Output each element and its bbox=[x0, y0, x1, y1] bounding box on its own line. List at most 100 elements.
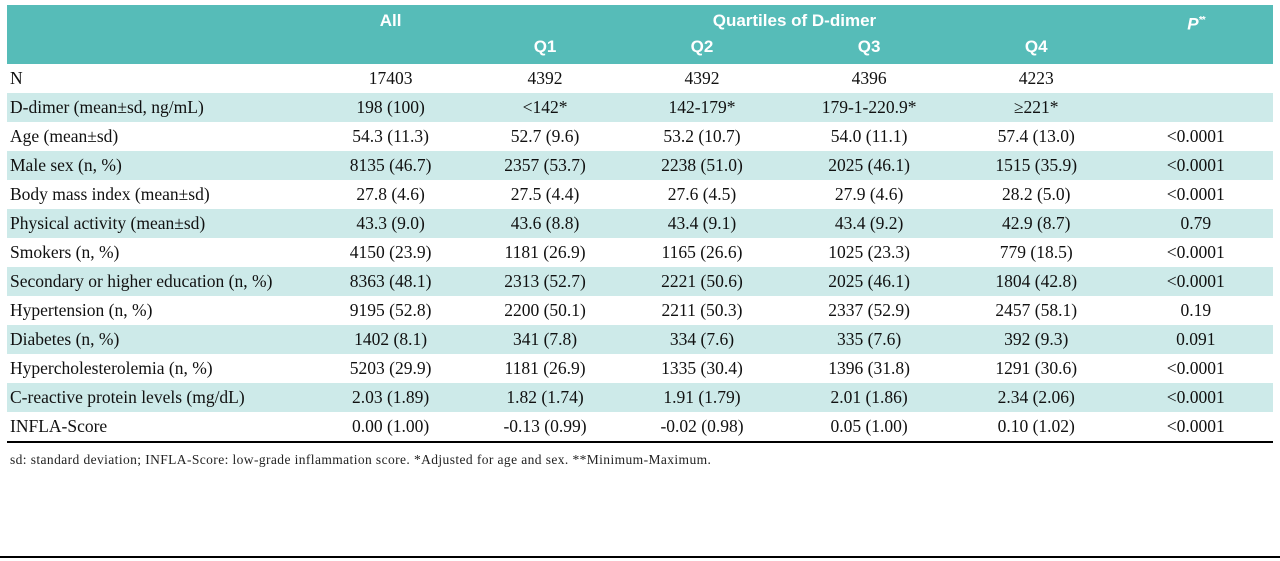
header-p-value: P** bbox=[1118, 5, 1273, 64]
value-cell-q4: 779 (18.5) bbox=[999, 242, 1073, 262]
table-footnote: sd: standard deviation; INFLA-Score: low… bbox=[10, 452, 712, 467]
table-row: Age (mean±sd) 54.3 (11.3) 52.7 (9.6) 53.2 (… bbox=[7, 122, 1273, 151]
value-cell-all: 9195 (52.8) bbox=[349, 300, 432, 320]
p-value-cell: <0.0001 bbox=[1118, 383, 1273, 412]
value-cell-q4: 2457 (58.1) bbox=[995, 300, 1078, 320]
value-cell-all: 5203 (29.9) bbox=[349, 358, 432, 378]
value-cell-all: 2.03 (1.89) bbox=[310, 383, 471, 412]
value-cell-q4: 0.10 (1.02) bbox=[953, 412, 1119, 443]
p-value-cell bbox=[1118, 93, 1273, 122]
value-cell-q3: 2.01 (1.86) bbox=[784, 383, 954, 412]
value-cell-q3: 1025 (23.3) bbox=[828, 242, 910, 262]
p-value-cell: 0.091 bbox=[1118, 325, 1273, 354]
value-cell-all: 4150 (23.9) bbox=[349, 242, 432, 262]
header-empty-label-col bbox=[7, 5, 311, 64]
value-cell-q2: 2238 (51.0) bbox=[619, 151, 785, 180]
value-cell-q2: 1.91 (1.79) bbox=[619, 383, 785, 412]
value-cell-q1: 1181 (26.9) bbox=[504, 358, 586, 378]
value-cell-q2: 2211 (50.3) bbox=[661, 300, 743, 320]
value-cell-q2: 53.2 (10.7) bbox=[663, 126, 741, 146]
p-value-cell: 0.19 bbox=[1180, 300, 1212, 320]
value-cell-q3: 2337 (52.9) bbox=[828, 300, 910, 320]
value-cell-q3: 0.05 (1.00) bbox=[784, 412, 954, 443]
value-cell-all: 198 (100) bbox=[310, 93, 471, 122]
table-row: INFLA-Score 0.00 (1.00) -0.13 (0.99) -0.02 … bbox=[7, 412, 1273, 443]
bottom-rule bbox=[0, 556, 1280, 558]
table-row: Hypercholesterolemia (n, %) 5203 (29.9) 11… bbox=[7, 354, 1273, 383]
table-header: All Quartiles of D-dimer P** Q1 Q2 Q3 Q4 bbox=[7, 5, 1273, 64]
value-cell-q2: 142-179* bbox=[619, 93, 785, 122]
row-label: Body mass index (mean±sd) bbox=[10, 184, 210, 204]
value-cell-q4: 28.2 (5.0) bbox=[1001, 184, 1071, 204]
value-cell-all: 0.00 (1.00) bbox=[310, 412, 471, 443]
row-label: Smokers (n, %) bbox=[10, 242, 120, 262]
row-label: Physical activity (mean±sd) bbox=[7, 209, 311, 238]
table-row: Smokers (n, %) 4150 (23.9) 1181 (26.9) 1165… bbox=[7, 238, 1273, 267]
table-row: Hypertension (n, %) 9195 (52.8) 2200 (50.1… bbox=[7, 296, 1273, 325]
header-row-main: All Quartiles of D-dimer P** bbox=[7, 5, 1273, 64]
row-label: Hypertension (n, %) bbox=[10, 300, 153, 320]
p-value-cell: <0.0001 bbox=[1166, 242, 1225, 262]
value-cell-q2: 2221 (50.6) bbox=[619, 267, 785, 296]
value-cell-q4: ≥221* bbox=[953, 93, 1119, 122]
value-cell-q3: 43.4 (9.2) bbox=[784, 209, 954, 238]
table-row: Body mass index (mean±sd) 27.8 (4.6) 27.5 … bbox=[7, 180, 1273, 209]
value-cell-q2: 27.6 (4.5) bbox=[667, 184, 737, 204]
value-cell-q1: 341 (7.8) bbox=[470, 325, 620, 354]
header-q2: Q2 bbox=[619, 35, 785, 64]
value-cell-q3: 335 (7.6) bbox=[784, 325, 954, 354]
value-cell-all: 43.3 (9.0) bbox=[310, 209, 471, 238]
p-value-cell: 0.79 bbox=[1118, 209, 1273, 238]
value-cell-q4: 1515 (35.9) bbox=[953, 151, 1119, 180]
value-cell-q1: 1.82 (1.74) bbox=[470, 383, 620, 412]
value-cell-q1: 52.7 (9.6) bbox=[510, 126, 580, 146]
table-row: N 17403 4392 4392 4396 4223 bbox=[7, 64, 1273, 93]
table-row: D-dimer (mean±sd, ng/mL) 198 (100) <142* 14… bbox=[7, 93, 1273, 122]
p-value-cell: <0.0001 bbox=[1118, 267, 1273, 296]
header-all: All bbox=[310, 5, 471, 64]
row-label: Secondary or higher education (n, %) bbox=[7, 267, 311, 296]
value-cell-q1: 43.6 (8.8) bbox=[470, 209, 620, 238]
row-label: C-reactive protein levels (mg/dL) bbox=[7, 383, 311, 412]
value-cell-all: 17403 bbox=[368, 68, 413, 88]
value-cell-q2: 1165 (26.6) bbox=[661, 242, 743, 262]
value-cell-q3: 1396 (31.8) bbox=[828, 358, 910, 378]
value-cell-q1: 27.5 (4.4) bbox=[510, 184, 580, 204]
header-q1: Q1 bbox=[470, 35, 620, 64]
table-row: C-reactive protein levels (mg/dL) 2.03 (1… bbox=[7, 383, 1273, 412]
value-cell-q3: 2025 (46.1) bbox=[784, 267, 954, 296]
table-row: Diabetes (n, %) 1402 (8.1) 341 (7.8) 334 (7… bbox=[7, 325, 1273, 354]
row-label: Age (mean±sd) bbox=[10, 126, 119, 146]
value-cell-q1: 2357 (53.7) bbox=[470, 151, 620, 180]
value-cell-q4: 42.9 (8.7) bbox=[953, 209, 1119, 238]
value-cell-q4: 392 (9.3) bbox=[953, 325, 1119, 354]
row-label: INFLA-Score bbox=[7, 412, 311, 443]
value-cell-q3: 4396 bbox=[851, 68, 887, 88]
value-cell-q2: 43.4 (9.1) bbox=[619, 209, 785, 238]
value-cell-q3: 27.9 (4.6) bbox=[834, 184, 904, 204]
table-body: N 17403 4392 4392 4396 4223 D-dimer (mean±sd, … bbox=[7, 64, 1273, 443]
value-cell-q1: 4392 bbox=[527, 68, 563, 88]
header-q4: Q4 bbox=[953, 35, 1119, 64]
value-cell-q1: 2200 (50.1) bbox=[504, 300, 586, 320]
value-cell-q2: -0.02 (0.98) bbox=[619, 412, 785, 443]
value-cell-q4: 57.4 (13.0) bbox=[997, 126, 1075, 146]
value-cell-q4: 4223 bbox=[1018, 68, 1054, 88]
value-cell-q2: 1335 (30.4) bbox=[661, 358, 743, 378]
row-label: Hypercholesterolemia (n, %) bbox=[10, 358, 213, 378]
p-value-cell: <0.0001 bbox=[1166, 126, 1225, 146]
value-cell-q2: 4392 bbox=[684, 68, 720, 88]
value-cell-all: 54.3 (11.3) bbox=[352, 126, 429, 146]
table-row: Secondary or higher education (n, %) 8363… bbox=[7, 267, 1273, 296]
value-cell-q1: <142* bbox=[470, 93, 620, 122]
d-dimer-quartiles-table: All Quartiles of D-dimer P** Q1 Q2 Q3 Q4… bbox=[7, 5, 1273, 443]
value-cell-q1: -0.13 (0.99) bbox=[470, 412, 620, 443]
p-value-cell bbox=[1119, 64, 1273, 93]
value-cell-q4: 2.34 (2.06) bbox=[953, 383, 1119, 412]
value-cell-q1: 1181 (26.9) bbox=[504, 242, 586, 262]
value-cell-q3: 2025 (46.1) bbox=[784, 151, 954, 180]
p-value-cell: <0.0001 bbox=[1166, 184, 1225, 204]
row-label: N bbox=[10, 68, 23, 88]
p-value-cell: <0.0001 bbox=[1118, 151, 1273, 180]
value-cell-all: 1402 (8.1) bbox=[310, 325, 471, 354]
